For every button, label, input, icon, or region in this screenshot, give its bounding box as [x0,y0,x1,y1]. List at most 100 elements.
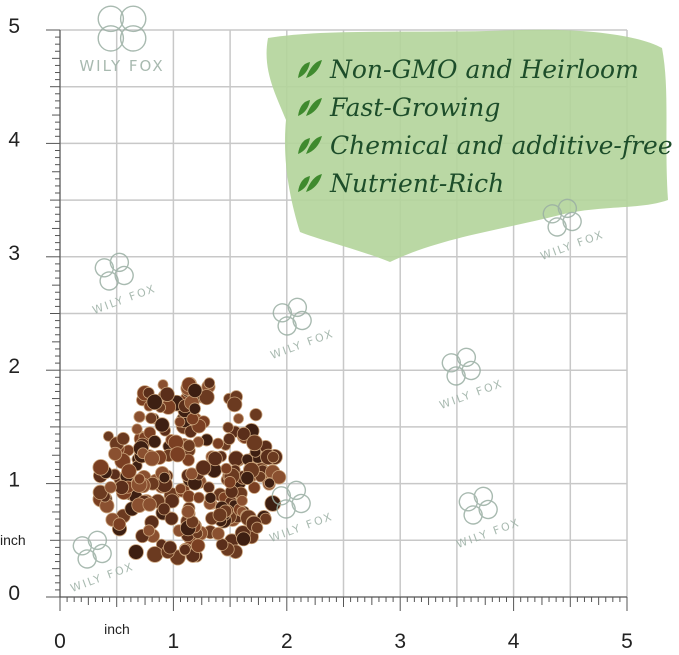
y-ruler-label: 5 [8,15,20,38]
seed [203,377,216,389]
seed [164,511,179,526]
feature-list: Non-GMO and Heirloom Fast-Growing Chemical… [298,55,673,198]
seed [267,451,280,464]
seed [112,517,127,531]
seed [92,459,110,476]
leaf-icon [298,60,322,78]
seed [175,483,187,495]
watermark-icon [94,258,115,278]
seed [133,473,146,485]
seed [198,389,215,406]
watermark-icon [286,480,307,501]
seed [192,491,205,504]
highlight-splash [266,29,668,263]
seed [158,471,171,484]
seed [182,439,196,452]
y-ruler-label: 2 [8,355,20,378]
feature-text: Non-GMO and Heirloom [329,55,639,84]
watermark-icon [119,5,147,33]
seed [181,504,195,519]
watermark-icon [547,217,567,237]
seed [163,540,178,555]
seed [186,412,199,426]
y-ruler-label: 1 [8,469,20,492]
watermark-icon [292,310,312,331]
seed [174,416,186,428]
seed-pile [92,376,287,566]
seed [182,489,196,503]
seed [187,383,203,399]
watermark-icon [77,549,97,569]
leaf-icon [298,98,322,116]
seed [103,430,114,442]
watermark-icon [291,493,311,514]
seed [185,467,199,481]
seed [212,507,228,523]
seed [251,521,264,534]
seed [211,527,225,541]
x-ruler-label: 0 [54,630,66,653]
watermark-icon [446,366,466,386]
feature-text: Chemical and additive-free [330,131,673,160]
x-unit-label: inch [104,621,130,637]
x-ruler-label: 3 [394,630,406,653]
seed [212,437,224,450]
seed [249,408,263,422]
watermark-icon [271,486,292,506]
feature-text: Nutrient-Rich [329,169,504,198]
watermark-icon [114,265,134,286]
watermark-icon [542,204,563,224]
seed [147,434,162,449]
watermark-icon [473,486,494,507]
seed [121,463,137,480]
y-ruler-label: 4 [8,128,20,151]
seed [114,480,130,495]
seed [157,502,171,516]
seed [222,421,234,434]
watermark-icon [97,5,125,33]
watermark-icon [99,271,119,291]
seed [159,386,175,402]
seed [220,462,233,475]
watermark-icon [557,198,578,219]
seed [215,538,229,551]
seed [195,459,212,476]
seed [142,524,156,537]
seed [128,544,144,560]
seed [108,446,123,461]
leaf-icon [298,136,322,154]
seed [144,450,160,467]
seed [145,412,158,425]
watermark-icon [562,211,582,232]
seed [188,402,201,415]
watermark-icon [478,499,498,520]
seed [207,451,223,467]
watermark-icon [97,25,125,52]
seed [133,410,146,423]
x-ruler-label: 4 [508,630,520,653]
seed [226,396,243,413]
seed [202,481,215,494]
seed [169,446,186,463]
seed [142,497,157,512]
seed [223,476,237,489]
seed [240,470,255,486]
watermark-icon [441,353,462,373]
watermark-icon [87,530,108,551]
y-unit-label: inch [0,532,26,548]
seed [179,543,191,556]
seed [248,481,261,494]
seed [204,491,217,504]
x-ruler-label: 2 [281,630,293,653]
seed [116,432,130,446]
rulers: 0 1 2 3 4 5 0 1 2 3 4 5 inch inch [0,15,633,653]
x-ruler-label: 1 [168,630,180,653]
seed [104,481,117,494]
watermark-icon [458,492,479,512]
y-ruler-label: 0 [8,582,20,605]
watermark-icon [277,316,297,336]
watermark-icon [92,543,112,564]
watermark-icon [109,252,130,273]
y-ruler-label: 3 [8,242,20,265]
